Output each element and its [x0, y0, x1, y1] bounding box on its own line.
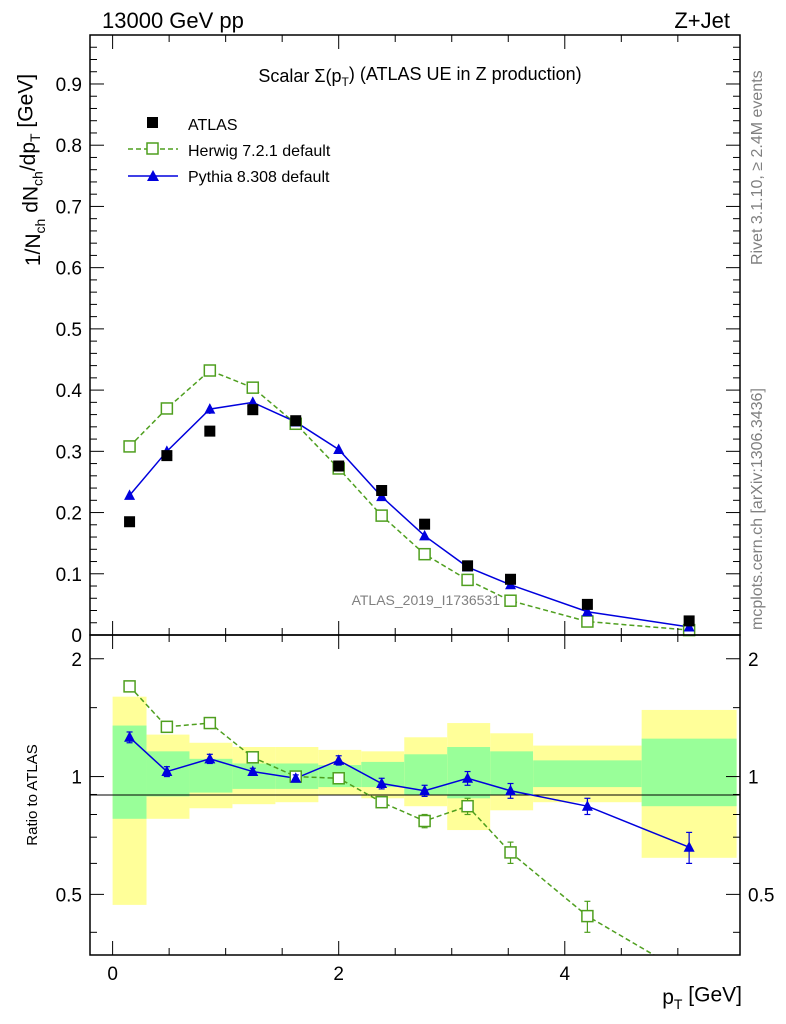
herwig-ratio-point — [375, 795, 388, 809]
pythia-ratio-point — [290, 772, 302, 783]
atlas-main-point — [505, 573, 517, 585]
herwig-main-point — [375, 509, 388, 522]
atlas-main-point — [290, 415, 302, 427]
ratio-band-stat — [447, 747, 491, 799]
main-y-tick-label: 0.6 — [56, 259, 82, 280]
ratio-series-group — [123, 680, 695, 955]
legend-atlas-marker — [147, 117, 158, 128]
atlas-main-point — [124, 516, 136, 528]
main-y-tick-label: 0.8 — [56, 136, 82, 157]
legend-pythia-marker — [147, 170, 159, 181]
ratio-y-axis-label: Ratio to ATLAS — [24, 744, 41, 845]
herwig-main-point — [504, 594, 517, 607]
ratio-y-tick-label-right: 0.5 — [748, 885, 774, 906]
main-plot-panel: 0 0.1 0.2 0.3 0.4 0.5 0.6 0.7 0.8 0.9 Scalar Σ(pT… — [15, 34, 741, 647]
main-y-tick-label: 0.9 — [56, 75, 82, 96]
herwig-ratio-point — [332, 772, 345, 785]
pythia-ratio-line — [129, 736, 690, 848]
herwig-main-point — [418, 547, 431, 561]
pythia-ratio-point — [247, 765, 259, 777]
pythia-ratio-point — [376, 777, 388, 789]
pythia-main-point — [581, 605, 593, 617]
pythia-main-point — [419, 529, 431, 541]
atlas-main-point — [462, 560, 474, 572]
ratio-y-tick-label-right: 1 — [748, 768, 759, 789]
atlas-main-point — [204, 425, 216, 437]
pythia-ratio-point — [419, 784, 431, 796]
herwig-ratio-point — [203, 716, 217, 730]
atlas-main-point — [419, 518, 431, 530]
ratio-band-stat — [533, 760, 642, 788]
herwig-ratio-point — [504, 846, 517, 859]
ratio-y-tick-label: 1 — [71, 768, 82, 789]
atlas-main-point — [581, 598, 593, 610]
herwig-ratio-point — [418, 814, 431, 828]
legend-atlas-label: ATLAS — [188, 117, 238, 134]
atlas-main-point — [376, 485, 388, 497]
x-tick-label: 4 — [559, 964, 570, 985]
chart-title: Scalar Σ(pT) (ATLAS UE in Z production) — [258, 64, 581, 89]
pythia-ratio-point — [333, 754, 345, 765]
x-tick-label: 2 — [333, 964, 344, 985]
ratio-y-tick-label: 0.5 — [56, 885, 82, 906]
herwig-main-point — [160, 402, 174, 415]
legend-herwig-marker — [146, 142, 159, 155]
pythia-main-line — [128, 401, 690, 628]
pythia-ratio-point — [581, 800, 593, 811]
ratio-band-stat — [189, 758, 233, 793]
herwig-ratio-line — [129, 685, 656, 955]
pythia-main-point — [204, 403, 216, 414]
pythia-ratio-point — [505, 784, 517, 796]
atlas-main-point — [683, 615, 695, 627]
ratio-band-stat — [641, 738, 737, 807]
herwig-main-line — [129, 369, 690, 631]
legend-herwig-label: Herwig 7.2.1 default — [188, 143, 331, 160]
pythia-main-point — [124, 489, 136, 500]
x-tick-label: 0 — [107, 964, 118, 985]
pythia-main-point — [333, 443, 345, 454]
main-y-tick-label: 0.1 — [56, 565, 82, 586]
atlas-main-point — [333, 460, 345, 472]
legend-pythia-label: Pythia 8.308 default — [188, 169, 330, 186]
pythia-ratio-point — [683, 841, 695, 852]
legend: ATLAS Herwig 7.2.1 default Pythia 8.308 … — [128, 117, 331, 186]
herwig-main-point — [246, 381, 260, 394]
pythia-ratio-point — [124, 731, 136, 742]
main-y-tick-label: 0.3 — [56, 442, 82, 463]
ratio-plot-frame — [89, 634, 741, 956]
pythia-ratio-point — [161, 765, 173, 777]
ratio-y-tick-label: 2 — [71, 650, 82, 671]
mcplots-label: mcplots.cern.ch [arXiv:1306.3436] — [749, 388, 766, 630]
herwig-ratio-point — [246, 751, 260, 764]
main-y-tick-label: 0.5 — [56, 320, 82, 341]
analysis-tag: ATLAS_2019_I1736531 — [352, 592, 501, 608]
main-y-axis-label: 1/Nch dNch/dpT [GeV] — [15, 74, 48, 266]
herwig-main-point — [461, 573, 474, 587]
herwig-main-point — [203, 364, 217, 377]
herwig-ratio-point — [581, 909, 594, 923]
main-y-tick-label: 0.4 — [56, 381, 83, 402]
main-y-tick-label: 0 — [71, 626, 82, 647]
ratio-plot-panel: 0.5 0.5 1 1 2 2 0 2 4 Ratio to ATLAS pT [GeV] — [24, 634, 774, 1012]
pythia-ratio-point — [462, 772, 474, 783]
herwig-ratio-point — [123, 680, 136, 693]
x-axis-label: pT [GeV] — [662, 984, 742, 1012]
atlas-main-point — [161, 450, 173, 462]
herwig-ratio-point — [160, 720, 174, 734]
header-left: 13000 GeV pp — [102, 8, 244, 33]
herwig-main-point — [581, 615, 594, 628]
rivet-label: Rivet 3.1.10, ≥ 2.4M events — [749, 70, 766, 265]
pythia-ratio-point — [204, 752, 216, 764]
ratio-y-tick-label-right: 2 — [748, 650, 759, 671]
header-right: Z+Jet — [674, 8, 730, 33]
herwig-ratio-point — [461, 799, 474, 813]
main-y-tick-label: 0.7 — [56, 197, 82, 218]
herwig-main-point — [123, 440, 136, 453]
main-y-tick-label: 0.2 — [56, 504, 82, 525]
atlas-main-point — [247, 404, 259, 416]
